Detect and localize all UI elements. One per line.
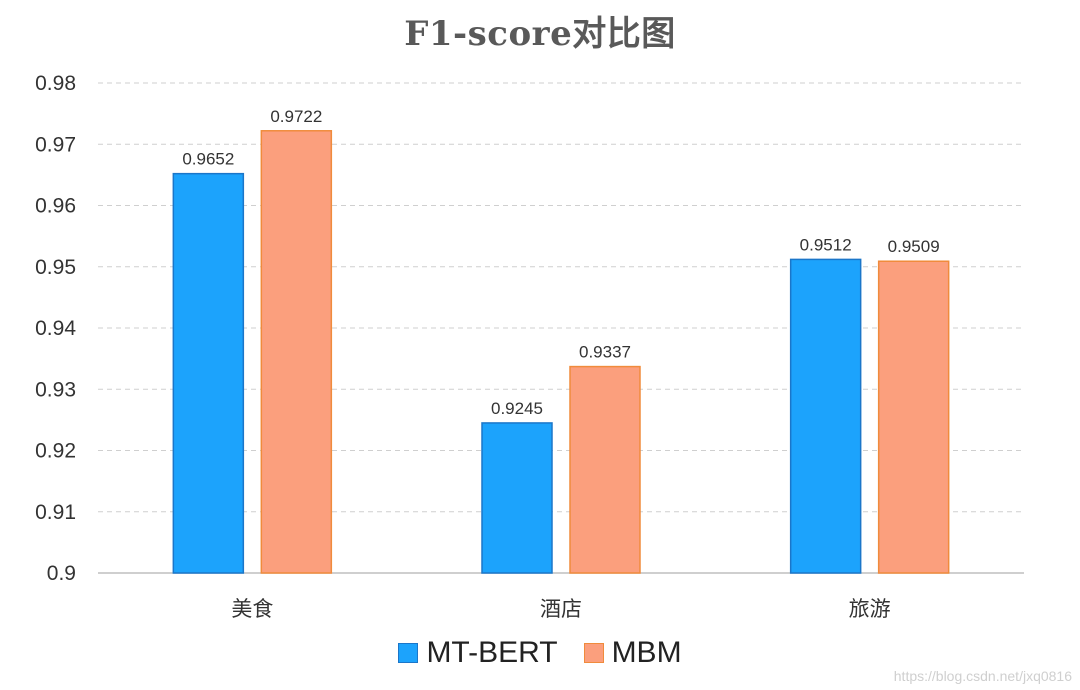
legend-swatch-series-2 [583,643,604,663]
y-tick-label: 0.9 [47,562,76,585]
bar-series-1 [172,172,245,574]
y-tick-label: 0.96 [35,195,76,218]
x-category-label: 旅游 [849,597,891,621]
data-label: 0.9245 [491,399,543,418]
bar-series-1 [789,258,862,574]
data-label: 0.9337 [579,343,631,362]
legend-swatch-series-1 [398,643,419,663]
data-label: 0.9652 [182,150,234,169]
chart-title: F1-score对比图 [404,14,676,54]
y-tick-label: 0.93 [35,378,76,401]
y-tick-label: 0.98 [35,72,76,95]
bar-series-2 [260,130,333,574]
watermark: https://blog.csdn.net/jxq0816 [893,668,1072,684]
y-tick-label: 0.92 [35,440,76,463]
x-category-label: 美食 [231,597,273,621]
y-tick-label: 0.91 [35,501,76,524]
data-label: 0.9509 [888,237,940,256]
bar-series-2 [569,365,641,574]
y-tick-label: 0.97 [35,133,76,156]
data-label: 0.9512 [800,235,852,254]
bar-series-2 [877,260,950,574]
bar-series-1 [481,422,553,574]
y-tick-label: 0.95 [35,256,76,279]
y-tick-label: 0.94 [35,317,76,340]
legend: MT-BERT MBM [0,636,1080,670]
legend-label-series-1: MT-BERT [426,636,558,669]
data-label: 0.9722 [270,107,322,126]
legend-item-series-2: MBM [583,636,682,670]
legend-label-series-2: MBM [611,636,682,669]
legend-item-series-1: MT-BERT [398,636,558,670]
x-category-label: 酒店 [540,597,582,621]
